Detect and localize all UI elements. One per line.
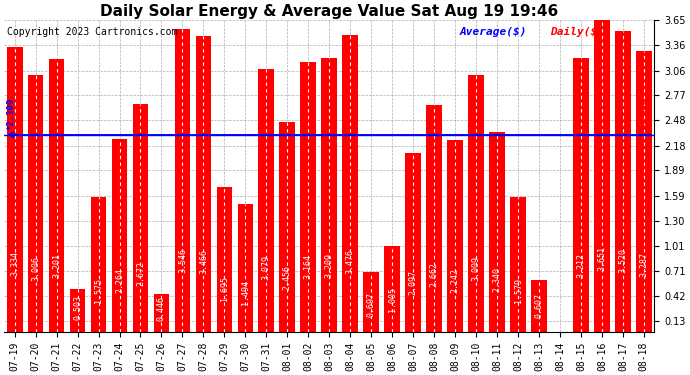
Bar bbox=[469, 75, 484, 332]
Bar bbox=[405, 153, 421, 332]
Text: 3.546: 3.546 bbox=[178, 248, 187, 273]
Text: 3.476: 3.476 bbox=[346, 249, 355, 274]
Text: 3.287: 3.287 bbox=[640, 252, 649, 277]
Text: 1.494: 1.494 bbox=[241, 279, 250, 304]
Text: 2.456: 2.456 bbox=[283, 265, 292, 290]
Title: Daily Solar Energy & Average Value Sat Aug 19 19:46: Daily Solar Energy & Average Value Sat A… bbox=[100, 4, 558, 19]
Bar bbox=[195, 36, 211, 332]
Text: 2.662: 2.662 bbox=[430, 262, 439, 286]
Bar bbox=[322, 58, 337, 332]
Bar bbox=[175, 29, 190, 332]
Bar bbox=[615, 32, 631, 332]
Text: 3.006: 3.006 bbox=[31, 256, 40, 281]
Text: 0.446: 0.446 bbox=[157, 296, 166, 321]
Bar bbox=[217, 187, 233, 332]
Text: 3.520: 3.520 bbox=[618, 248, 627, 273]
Text: 3.651: 3.651 bbox=[598, 246, 607, 272]
Text: 3.079: 3.079 bbox=[262, 255, 271, 280]
Bar bbox=[132, 104, 148, 332]
Text: 1.005: 1.005 bbox=[388, 287, 397, 312]
Text: 3.466: 3.466 bbox=[199, 249, 208, 274]
Bar bbox=[426, 105, 442, 332]
Text: 2.097: 2.097 bbox=[408, 270, 417, 295]
Text: 2.242: 2.242 bbox=[451, 268, 460, 293]
Bar bbox=[364, 272, 379, 332]
Text: 1.575: 1.575 bbox=[94, 278, 103, 303]
Text: 3.164: 3.164 bbox=[304, 254, 313, 279]
Text: 3.009: 3.009 bbox=[471, 256, 480, 281]
Text: *2.309: *2.309 bbox=[643, 98, 652, 130]
Bar bbox=[70, 289, 86, 332]
Text: 3.334: 3.334 bbox=[10, 251, 19, 276]
Text: 3.201: 3.201 bbox=[52, 254, 61, 278]
Bar bbox=[28, 75, 43, 332]
Bar bbox=[112, 139, 128, 332]
Text: 0.697: 0.697 bbox=[366, 292, 376, 317]
Bar bbox=[7, 47, 23, 332]
Text: 1.579: 1.579 bbox=[513, 278, 522, 303]
Text: 1.695: 1.695 bbox=[220, 276, 229, 302]
Bar bbox=[154, 294, 169, 332]
Bar bbox=[279, 122, 295, 332]
Text: Copyright 2023 Cartronics.com: Copyright 2023 Cartronics.com bbox=[8, 27, 178, 36]
Bar bbox=[489, 132, 505, 332]
Text: 0.503: 0.503 bbox=[73, 295, 82, 320]
Text: 2.672: 2.672 bbox=[136, 261, 145, 286]
Bar bbox=[447, 141, 463, 332]
Text: 0.607: 0.607 bbox=[535, 293, 544, 318]
Bar bbox=[636, 51, 652, 332]
Text: 2.340: 2.340 bbox=[493, 267, 502, 291]
Text: Daily($): Daily($) bbox=[551, 27, 604, 37]
Bar bbox=[237, 204, 253, 332]
Text: 3.212: 3.212 bbox=[576, 253, 585, 278]
Bar bbox=[510, 197, 526, 332]
Text: *2.309: *2.309 bbox=[6, 98, 15, 130]
Bar bbox=[573, 58, 589, 332]
Bar bbox=[259, 69, 274, 332]
Bar bbox=[594, 20, 610, 332]
Bar bbox=[90, 197, 106, 332]
Bar bbox=[384, 246, 400, 332]
Text: 3.209: 3.209 bbox=[325, 253, 334, 278]
Bar bbox=[300, 62, 316, 332]
Bar bbox=[342, 35, 358, 332]
Text: Average($): Average($) bbox=[460, 27, 526, 36]
Bar bbox=[531, 280, 547, 332]
Bar bbox=[49, 58, 64, 332]
Text: 2.264: 2.264 bbox=[115, 268, 124, 293]
